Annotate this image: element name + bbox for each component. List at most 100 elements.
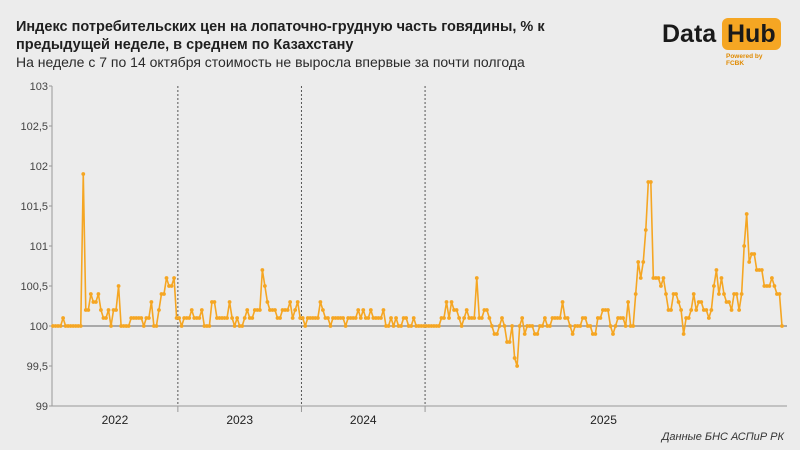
data-point <box>288 300 293 304</box>
data-point <box>197 316 202 320</box>
data-point <box>437 324 441 328</box>
data-point <box>780 324 784 328</box>
logo-hub-text: Hub <box>722 18 781 50</box>
logo-powered-text: Powered by FCBK <box>726 53 763 67</box>
data-point <box>321 308 325 312</box>
data-point <box>681 332 686 336</box>
data-point <box>358 316 363 320</box>
data-point <box>578 324 583 328</box>
data-point <box>759 268 764 272</box>
data-point <box>169 284 174 288</box>
data-point <box>157 308 161 312</box>
data-point <box>409 324 414 328</box>
data-point <box>341 316 345 320</box>
data-point <box>61 316 65 320</box>
data-point <box>565 316 570 320</box>
data-point <box>568 324 573 328</box>
data-point <box>381 308 386 312</box>
data-point <box>126 324 131 328</box>
data-point <box>706 316 711 320</box>
data-point <box>497 324 502 328</box>
data-point <box>535 332 540 336</box>
data-point <box>106 308 111 312</box>
data-point <box>500 316 504 320</box>
data-point <box>257 308 262 312</box>
data-point <box>207 324 212 328</box>
data-point <box>457 316 462 320</box>
data-point <box>479 316 484 320</box>
data-point <box>472 316 477 320</box>
y-tick-label: 99,5 <box>27 361 48 373</box>
data-point <box>507 340 512 344</box>
data-point <box>164 276 169 280</box>
data-point <box>739 292 744 296</box>
data-point <box>389 316 393 320</box>
chart-title: Индекс потребительских цен на лопаточно-… <box>16 19 545 53</box>
data-point <box>262 284 267 288</box>
data-point <box>265 300 270 304</box>
data-point <box>379 316 383 320</box>
data-point <box>734 292 739 296</box>
data-point <box>570 332 575 336</box>
data-point <box>114 308 118 312</box>
data-point <box>636 260 641 264</box>
y-tick-label: 99 <box>36 401 48 413</box>
data-point <box>542 316 547 320</box>
data-point <box>676 300 681 304</box>
data-point <box>560 300 565 304</box>
data-point <box>752 252 757 256</box>
data-point <box>669 308 673 312</box>
data-point <box>88 292 93 296</box>
data-point <box>606 308 610 312</box>
data-point <box>278 316 282 320</box>
data-point <box>714 268 719 272</box>
data-point <box>368 308 373 312</box>
data-point <box>149 300 154 304</box>
data-point <box>588 324 593 328</box>
data-point <box>613 324 618 328</box>
data-point <box>674 292 678 296</box>
y-tick-label: 101 <box>30 241 48 253</box>
data-point <box>729 308 734 312</box>
y-tick-label: 100,5 <box>20 281 48 293</box>
data-point <box>96 292 101 296</box>
data-point <box>177 316 182 320</box>
data-point <box>704 308 709 312</box>
data-point <box>530 324 535 328</box>
data-point <box>290 316 295 320</box>
data-point <box>626 300 631 304</box>
data-point <box>273 308 277 312</box>
data-point <box>58 324 63 328</box>
data-point <box>558 316 562 320</box>
data-point <box>99 308 103 312</box>
data-point <box>81 172 86 176</box>
y-tick-label: 103 <box>30 81 48 93</box>
y-tick-label: 101,5 <box>20 201 48 213</box>
data-point <box>104 316 108 320</box>
data-point <box>623 324 628 328</box>
data-point <box>172 276 176 280</box>
data-point <box>232 324 237 328</box>
data-point <box>361 308 366 312</box>
data-point <box>717 292 721 296</box>
data-point <box>611 332 615 336</box>
data-point <box>303 324 308 328</box>
data-point <box>510 324 514 328</box>
data-point <box>621 316 625 320</box>
data-point <box>659 284 663 288</box>
data-point <box>520 316 525 320</box>
data-point <box>227 300 232 304</box>
data-point <box>146 316 151 320</box>
y-tick-label: 102,5 <box>20 121 48 133</box>
data-point <box>411 316 416 320</box>
data-point <box>638 276 643 280</box>
data-point <box>225 316 229 320</box>
data-point <box>399 324 404 328</box>
x-tick-label: 2025 <box>590 413 617 427</box>
data-point <box>711 284 716 288</box>
data-point <box>474 276 479 280</box>
data-point <box>260 268 265 272</box>
data-point <box>78 324 83 328</box>
data-point <box>386 324 391 328</box>
chart-subtitle: На неделе с 7 по 14 октября стоимость не… <box>16 54 525 70</box>
